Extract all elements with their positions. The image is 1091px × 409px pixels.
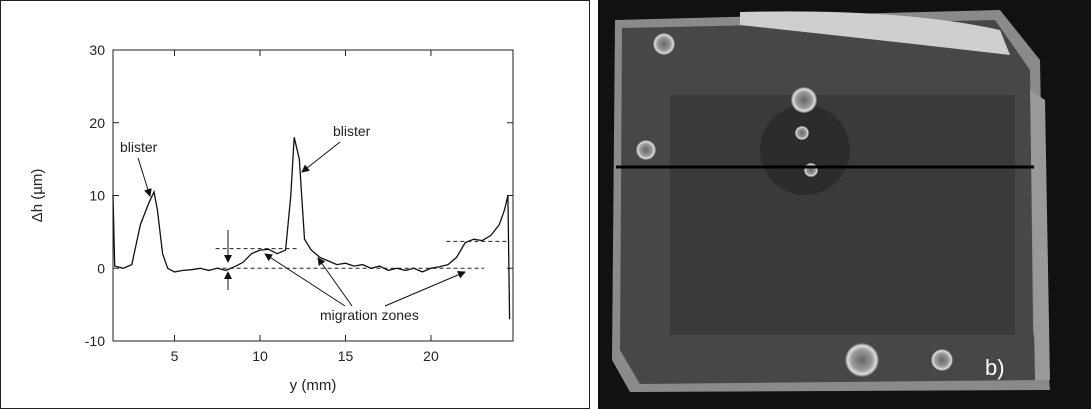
blister xyxy=(795,126,809,140)
y-tick-label: 20 xyxy=(89,115,105,131)
plot: -10 0 10 20 30 5 10 15 20 y (mm) Δh (µm) xyxy=(29,42,514,394)
x-tick-label: 10 xyxy=(252,348,268,364)
data-line xyxy=(112,137,511,320)
x-tick-label: 5 xyxy=(171,348,179,364)
y-tick-label: 30 xyxy=(89,42,105,58)
panel-label: b) xyxy=(985,355,1005,380)
edge-debris xyxy=(1030,90,1050,380)
photo: b) xyxy=(598,0,1091,409)
blister xyxy=(791,87,817,113)
annotation: blister xyxy=(333,123,371,139)
annotation-arrow xyxy=(317,257,353,307)
y-tick-label: -10 xyxy=(85,333,105,349)
annotation: migration zones xyxy=(320,307,419,323)
annotation-arrow xyxy=(137,157,152,197)
blister xyxy=(636,140,656,160)
rim-highlight xyxy=(740,11,1010,56)
blister xyxy=(845,343,879,377)
annotation-arrow xyxy=(301,141,341,173)
y-tick-label: 0 xyxy=(97,260,105,276)
blister xyxy=(653,33,675,55)
dark-spot xyxy=(760,105,850,195)
annotation: blister xyxy=(120,139,158,155)
x-axis-label: y (mm) xyxy=(290,377,337,394)
x-tick-label: 20 xyxy=(423,348,439,364)
y-axis-label: Δh (µm) xyxy=(29,169,46,223)
annotation-arrow xyxy=(264,253,346,307)
x-tick-label: 15 xyxy=(338,348,354,364)
annotation-arrow xyxy=(384,271,466,307)
blister xyxy=(931,349,953,371)
y-tick-label: 10 xyxy=(89,188,105,204)
blister xyxy=(804,163,818,177)
